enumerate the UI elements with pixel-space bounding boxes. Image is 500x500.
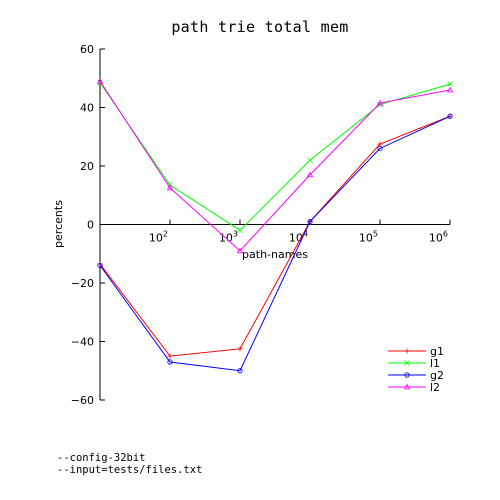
legend-item: l1 bbox=[388, 357, 440, 370]
chart-title: path trie total mem bbox=[171, 18, 349, 36]
data-point bbox=[237, 346, 243, 352]
series-l2 bbox=[96, 77, 454, 254]
data-point bbox=[307, 157, 313, 163]
y-tick-label: 60 bbox=[80, 43, 94, 56]
y-tick-label: 20 bbox=[80, 160, 94, 173]
legend-label: l2 bbox=[430, 381, 440, 394]
data-point bbox=[403, 383, 411, 390]
data-point bbox=[167, 359, 173, 365]
x-tick-label: 106 bbox=[429, 230, 448, 245]
data-point bbox=[446, 86, 454, 93]
y-tick-label: −20 bbox=[71, 277, 94, 290]
y-tick-label: 0 bbox=[87, 219, 94, 232]
data-point bbox=[237, 368, 243, 374]
data-point bbox=[376, 99, 384, 106]
y-tick-label: −40 bbox=[71, 336, 94, 349]
data-point bbox=[306, 171, 314, 178]
note-config: --config-32bit bbox=[57, 452, 146, 464]
series-l1 bbox=[97, 79, 453, 234]
data-point bbox=[166, 184, 174, 191]
data-point bbox=[404, 360, 410, 366]
data-point bbox=[96, 77, 104, 84]
data-point bbox=[404, 348, 410, 354]
x-tick-label: 103 bbox=[219, 230, 238, 245]
data-point bbox=[447, 113, 453, 119]
data-point bbox=[97, 262, 103, 269]
data-point bbox=[237, 227, 243, 234]
series-g2 bbox=[97, 113, 453, 374]
series-layer bbox=[96, 77, 454, 374]
data-point bbox=[167, 353, 173, 359]
data-point bbox=[307, 218, 313, 225]
legend-item: l2 bbox=[388, 381, 440, 394]
run-notes: --config-32bit --input=tests/files.txt bbox=[57, 452, 202, 476]
data-point bbox=[377, 141, 383, 147]
data-point bbox=[236, 247, 244, 254]
data-point bbox=[447, 81, 453, 87]
x-tick-label: 102 bbox=[149, 230, 168, 245]
legend-item: g1 bbox=[388, 345, 444, 358]
series-line bbox=[99, 115, 451, 372]
series-line bbox=[99, 80, 451, 252]
legend-label: g1 bbox=[430, 345, 444, 358]
x-axis-label: path-names bbox=[242, 248, 308, 261]
y-axis-label: percents bbox=[52, 200, 65, 248]
note-input: --input=tests/files.txt bbox=[57, 464, 203, 476]
y-tick-label: −60 bbox=[71, 394, 94, 407]
legend-label: g2 bbox=[430, 369, 444, 382]
data-point bbox=[404, 372, 410, 378]
series-line bbox=[99, 82, 451, 231]
data-point bbox=[377, 145, 383, 152]
legend-label: l1 bbox=[430, 357, 440, 370]
legend-item: g2 bbox=[388, 369, 444, 382]
series-line bbox=[99, 115, 451, 357]
y-tick-label: 40 bbox=[80, 102, 94, 115]
x-tick-label: 105 bbox=[359, 230, 378, 245]
